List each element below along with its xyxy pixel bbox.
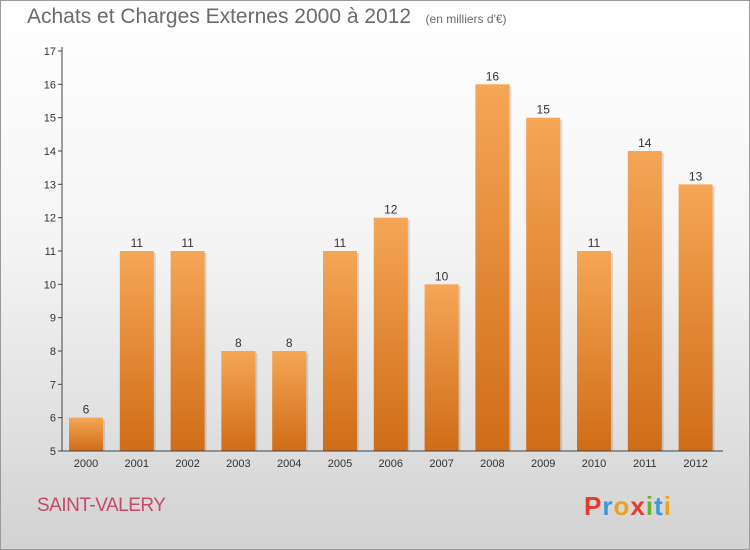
logo-letter: t: [654, 491, 664, 521]
bar: [373, 217, 408, 451]
x-tick-label: 2002: [175, 458, 199, 470]
x-tick-label: 2006: [379, 458, 403, 470]
y-tick-label: 14: [44, 146, 56, 158]
x-tick-label: 2003: [226, 458, 250, 470]
bar: [475, 84, 510, 451]
data-label: 11: [181, 236, 194, 250]
data-label: 6: [83, 403, 90, 417]
data-label: 16: [486, 69, 500, 83]
commune-name: SAINT-VALERY: [37, 495, 166, 516]
x-tick-label: 2012: [683, 458, 707, 470]
logo-letter: o: [613, 491, 631, 521]
bar: [627, 151, 662, 451]
y-tick-label: 6: [50, 413, 56, 425]
bar: [221, 351, 256, 451]
y-tick-label: 13: [44, 179, 56, 191]
data-label: 11: [588, 236, 601, 250]
logo-letter: i: [663, 491, 672, 521]
y-tick-label: 17: [44, 46, 56, 58]
bar: [526, 117, 561, 452]
y-tick-label: 11: [45, 246, 56, 258]
x-tick-label: 2001: [125, 458, 149, 470]
logo-letter: P: [584, 491, 603, 521]
data-label: 13: [689, 169, 703, 183]
bar: [170, 251, 205, 451]
x-tick-label: 2009: [531, 458, 555, 470]
logo-letter: r: [602, 491, 614, 521]
data-label: 14: [638, 136, 652, 150]
data-label: 10: [435, 269, 449, 283]
bar: [119, 251, 154, 451]
y-tick-label: 15: [44, 113, 56, 125]
logo-letter: x: [630, 491, 646, 521]
bar: [424, 284, 459, 451]
bar: [323, 251, 357, 451]
data-label: 8: [235, 336, 242, 350]
x-tick-label: 2007: [429, 458, 453, 470]
data-label: 8: [286, 336, 293, 350]
bar: [577, 251, 611, 451]
data-label: 11: [334, 236, 347, 250]
bar: [272, 351, 307, 451]
proxiti-logo: Proxiti: [584, 491, 672, 522]
x-tick-label: 2008: [480, 458, 504, 470]
data-label: 11: [131, 236, 144, 250]
x-tick-label: 2010: [582, 458, 606, 470]
y-tick-label: 16: [44, 79, 56, 91]
y-tick-label: 10: [44, 279, 56, 291]
bar: [69, 417, 103, 451]
x-tick-label: 2005: [328, 458, 352, 470]
x-tick-label: 2011: [633, 458, 657, 470]
y-tick-label: 8: [50, 346, 56, 358]
y-tick-label: 12: [44, 213, 56, 225]
data-label: 12: [384, 203, 398, 217]
y-tick-label: 5: [50, 446, 56, 458]
y-tick-label: 9: [50, 313, 56, 325]
data-label: 15: [537, 103, 551, 117]
title-unit: (en milliers d'€): [425, 12, 507, 26]
x-tick-label: 2004: [277, 458, 301, 470]
logo-letter: i: [645, 491, 655, 521]
bar: [678, 184, 713, 452]
y-tick-label: 7: [50, 379, 56, 391]
chart-title: Achats et Charges Externes 2000 à 2012 (…: [27, 5, 507, 29]
x-tick-label: 2000: [74, 458, 98, 470]
title-main: Achats et Charges Externes 2000 à 2012: [27, 5, 412, 28]
